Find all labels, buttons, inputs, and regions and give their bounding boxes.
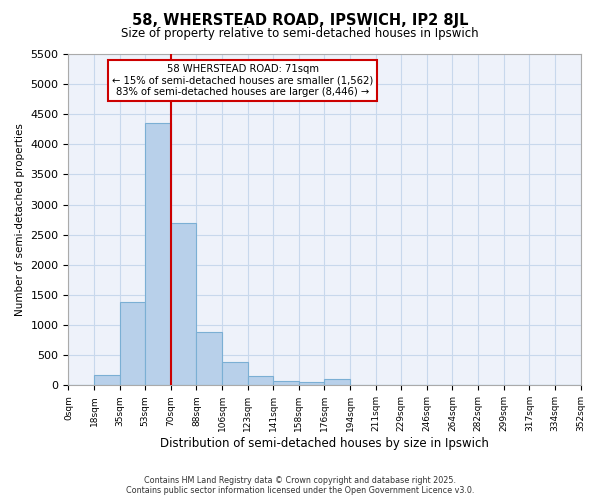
Bar (325, 380, 350, 386)
Text: Contains HM Land Registry data © Crown copyright and database right 2025.
Contai: Contains HM Land Registry data © Crown c… (126, 476, 474, 495)
Bar (171, 222, 196, 386)
Text: Size of property relative to semi-detached houses in Ipswich: Size of property relative to semi-detach… (121, 28, 479, 40)
Bar (273, 380, 299, 386)
Text: 58, WHERSTEAD ROAD, IPSWICH, IP2 8JL: 58, WHERSTEAD ROAD, IPSWICH, IP2 8JL (132, 12, 468, 28)
Bar (222, 362, 248, 386)
Bar (196, 332, 222, 386)
Text: 58 WHERSTEAD ROAD: 71sqm
← 15% of semi-detached houses are smaller (1,562)
83% o: 58 WHERSTEAD ROAD: 71sqm ← 15% of semi-d… (112, 64, 373, 97)
Bar (299, 382, 325, 386)
Bar (94, 375, 119, 386)
X-axis label: Distribution of semi-detached houses by size in Ipswich: Distribution of semi-detached houses by … (160, 437, 489, 450)
Bar (248, 376, 273, 386)
Bar (119, 302, 145, 386)
Y-axis label: Number of semi-detached properties: Number of semi-detached properties (15, 123, 25, 316)
Bar (145, 124, 171, 386)
